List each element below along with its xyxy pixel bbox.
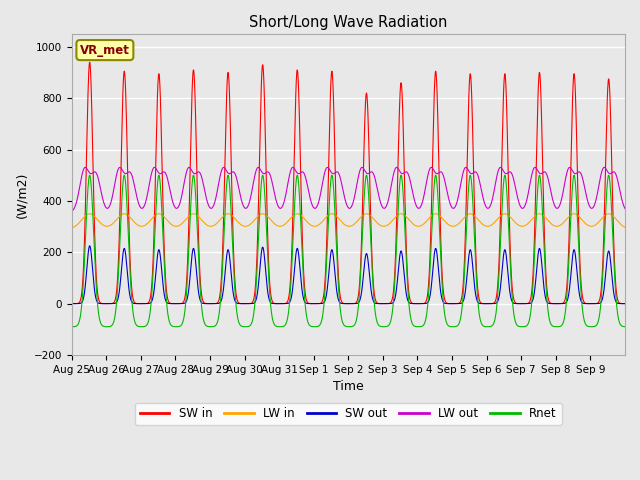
- Y-axis label: (W/m2): (W/m2): [15, 171, 28, 217]
- X-axis label: Time: Time: [333, 380, 364, 393]
- Legend: SW in, LW in, SW out, LW out, Rnet: SW in, LW in, SW out, LW out, Rnet: [135, 403, 562, 425]
- Text: VR_met: VR_met: [80, 44, 130, 57]
- Title: Short/Long Wave Radiation: Short/Long Wave Radiation: [249, 15, 447, 30]
